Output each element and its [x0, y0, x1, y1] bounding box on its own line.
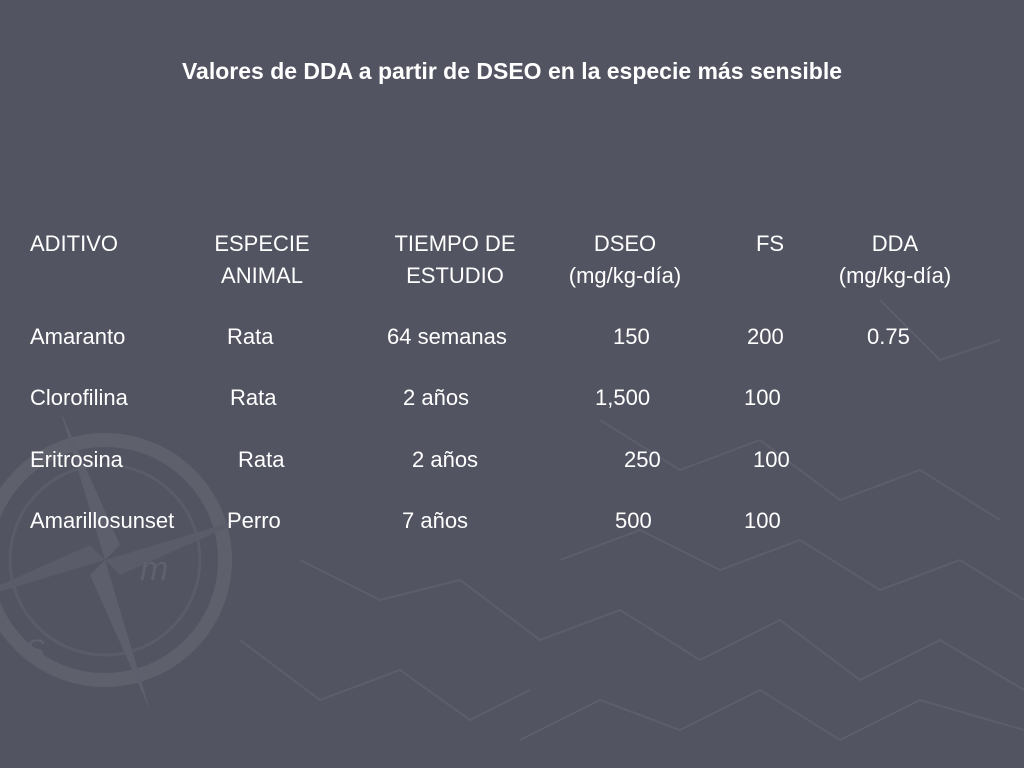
cell-fs: 100	[744, 508, 781, 533]
header-dda-line2: (mg/kg-día)	[838, 263, 952, 288]
header-dseo-line1: DSEO	[593, 231, 657, 256]
header-fs-line1: FS	[755, 231, 785, 256]
header-dda-line1: DDA	[871, 231, 919, 256]
map-lines	[239, 299, 1024, 742]
header-dda: DDA (mg/kg-día)	[820, 228, 970, 292]
cell-tiempo: 2 años	[412, 447, 479, 472]
cell-tiempo: 2 años	[403, 385, 470, 410]
header-aditivo-label: ADITIVO	[30, 231, 119, 256]
cell-aditivo: Eritrosina	[30, 447, 123, 472]
header-especie-line1: ESPECIE	[214, 231, 310, 256]
svg-text:S: S	[25, 634, 45, 667]
header-fs: FS	[740, 228, 800, 260]
cell-tiempo: 7 años	[402, 508, 469, 533]
cell-especie: Rata	[227, 324, 274, 349]
cell-aditivo: Amarillosunset	[30, 508, 175, 533]
cell-dseo: 250	[624, 447, 661, 472]
cell-especie: Perro	[227, 508, 281, 533]
cell-aditivo: Clorofilina	[30, 385, 128, 410]
svg-text:m: m	[140, 550, 168, 588]
cell-dda: 0.75	[867, 324, 910, 349]
cell-fs: 100	[744, 385, 781, 410]
header-especie-line2: ANIMAL	[221, 263, 303, 288]
header-tiempo: TIEMPO DE ESTUDIO	[375, 228, 535, 292]
cell-dseo: 500	[615, 508, 652, 533]
cell-especie: Rata	[238, 447, 285, 472]
header-tiempo-line1: TIEMPO DE	[394, 231, 516, 256]
slide-title: Valores de DDA a partir de DSEO en la es…	[181, 58, 843, 84]
cell-fs: 100	[753, 447, 790, 472]
cell-aditivo: Amaranto	[30, 324, 126, 349]
header-aditivo: ADITIVO	[30, 228, 118, 260]
cell-especie: Rata	[230, 385, 277, 410]
header-tiempo-line2: ESTUDIO	[406, 263, 504, 288]
header-dseo-line2: (mg/kg-día)	[568, 263, 682, 288]
cell-fs: 200	[747, 324, 784, 349]
compass-rose: m S	[0, 410, 255, 710]
cell-dseo: 1,500	[595, 385, 651, 410]
cell-tiempo: 64 semanas	[387, 324, 507, 349]
header-dseo: DSEO (mg/kg-día)	[550, 228, 700, 292]
cell-dseo: 150	[613, 324, 650, 349]
header-especie: ESPECIE ANIMAL	[192, 228, 332, 292]
